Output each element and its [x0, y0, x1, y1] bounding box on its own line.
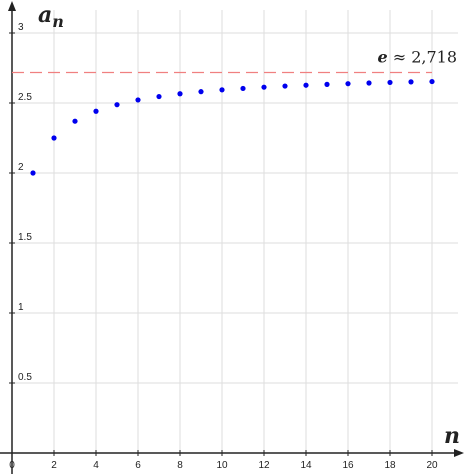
x-axis-tick-labels: 0 2 4 6 8 10 12 14 16 18 20	[9, 460, 438, 471]
y-axis-label: an	[38, 2, 64, 31]
data-point-n16	[345, 81, 350, 86]
data-point-n11	[240, 86, 245, 91]
y-axis-arrowhead	[8, 1, 16, 11]
x-tick-label-6: 6	[135, 460, 141, 471]
data-point-n18	[387, 80, 392, 85]
data-point-n15	[324, 82, 329, 87]
reference-label-variable: e	[378, 47, 388, 66]
y-axis-tick-labels: 0.5 1 1.5 2 2.5 3	[18, 22, 32, 383]
data-point-n17	[366, 80, 371, 85]
reference-label-value: ≈ 2,718	[393, 47, 457, 66]
x-tick-label-12: 12	[258, 460, 270, 471]
data-point-n20	[429, 79, 434, 84]
x-tick-label-4: 4	[93, 460, 99, 471]
x-tick-label-14: 14	[300, 460, 312, 471]
data-point-n4	[93, 109, 98, 114]
data-point-n1	[30, 170, 35, 175]
data-point-n13	[282, 83, 287, 88]
data-point-n6	[135, 97, 140, 102]
x-tick-label-0: 0	[9, 460, 15, 471]
y-axis-label-subscript: n	[52, 12, 64, 31]
y-tick-label-3: 3	[18, 22, 24, 33]
x-axis-arrowhead	[454, 449, 464, 457]
data-point-n3	[72, 119, 77, 124]
y-tick-label-0.5: 0.5	[18, 372, 32, 383]
data-point-n7	[156, 94, 161, 99]
data-point-n10	[219, 87, 224, 92]
data-point-n9	[198, 89, 203, 94]
y-tick-label-2.5: 2.5	[18, 92, 32, 103]
x-tick-label-16: 16	[342, 460, 354, 471]
x-tick-label-8: 8	[177, 460, 183, 471]
x-tick-label-18: 18	[384, 460, 396, 471]
x-tick-label-2: 2	[51, 460, 57, 471]
y-tick-label-1.5: 1.5	[18, 232, 32, 243]
y-axis-label-main: a	[38, 2, 52, 28]
data-point-n14	[303, 83, 308, 88]
y-tick-label-1: 1	[18, 302, 24, 313]
x-tick-label-20: 20	[426, 460, 438, 471]
data-point-n5	[114, 102, 119, 107]
y-tick-label-2: 2	[18, 162, 24, 173]
reference-line-label: e ≈ 2,718	[378, 47, 457, 66]
vertical-gridlines	[54, 10, 432, 453]
data-point-n2	[51, 135, 56, 140]
x-axis-label: n	[444, 423, 460, 449]
horizontal-gridlines	[12, 33, 458, 383]
data-points	[30, 79, 434, 176]
x-tick-label-10: 10	[216, 460, 228, 471]
data-point-n12	[261, 85, 266, 90]
data-point-n19	[408, 79, 413, 84]
data-point-n8	[177, 91, 182, 96]
